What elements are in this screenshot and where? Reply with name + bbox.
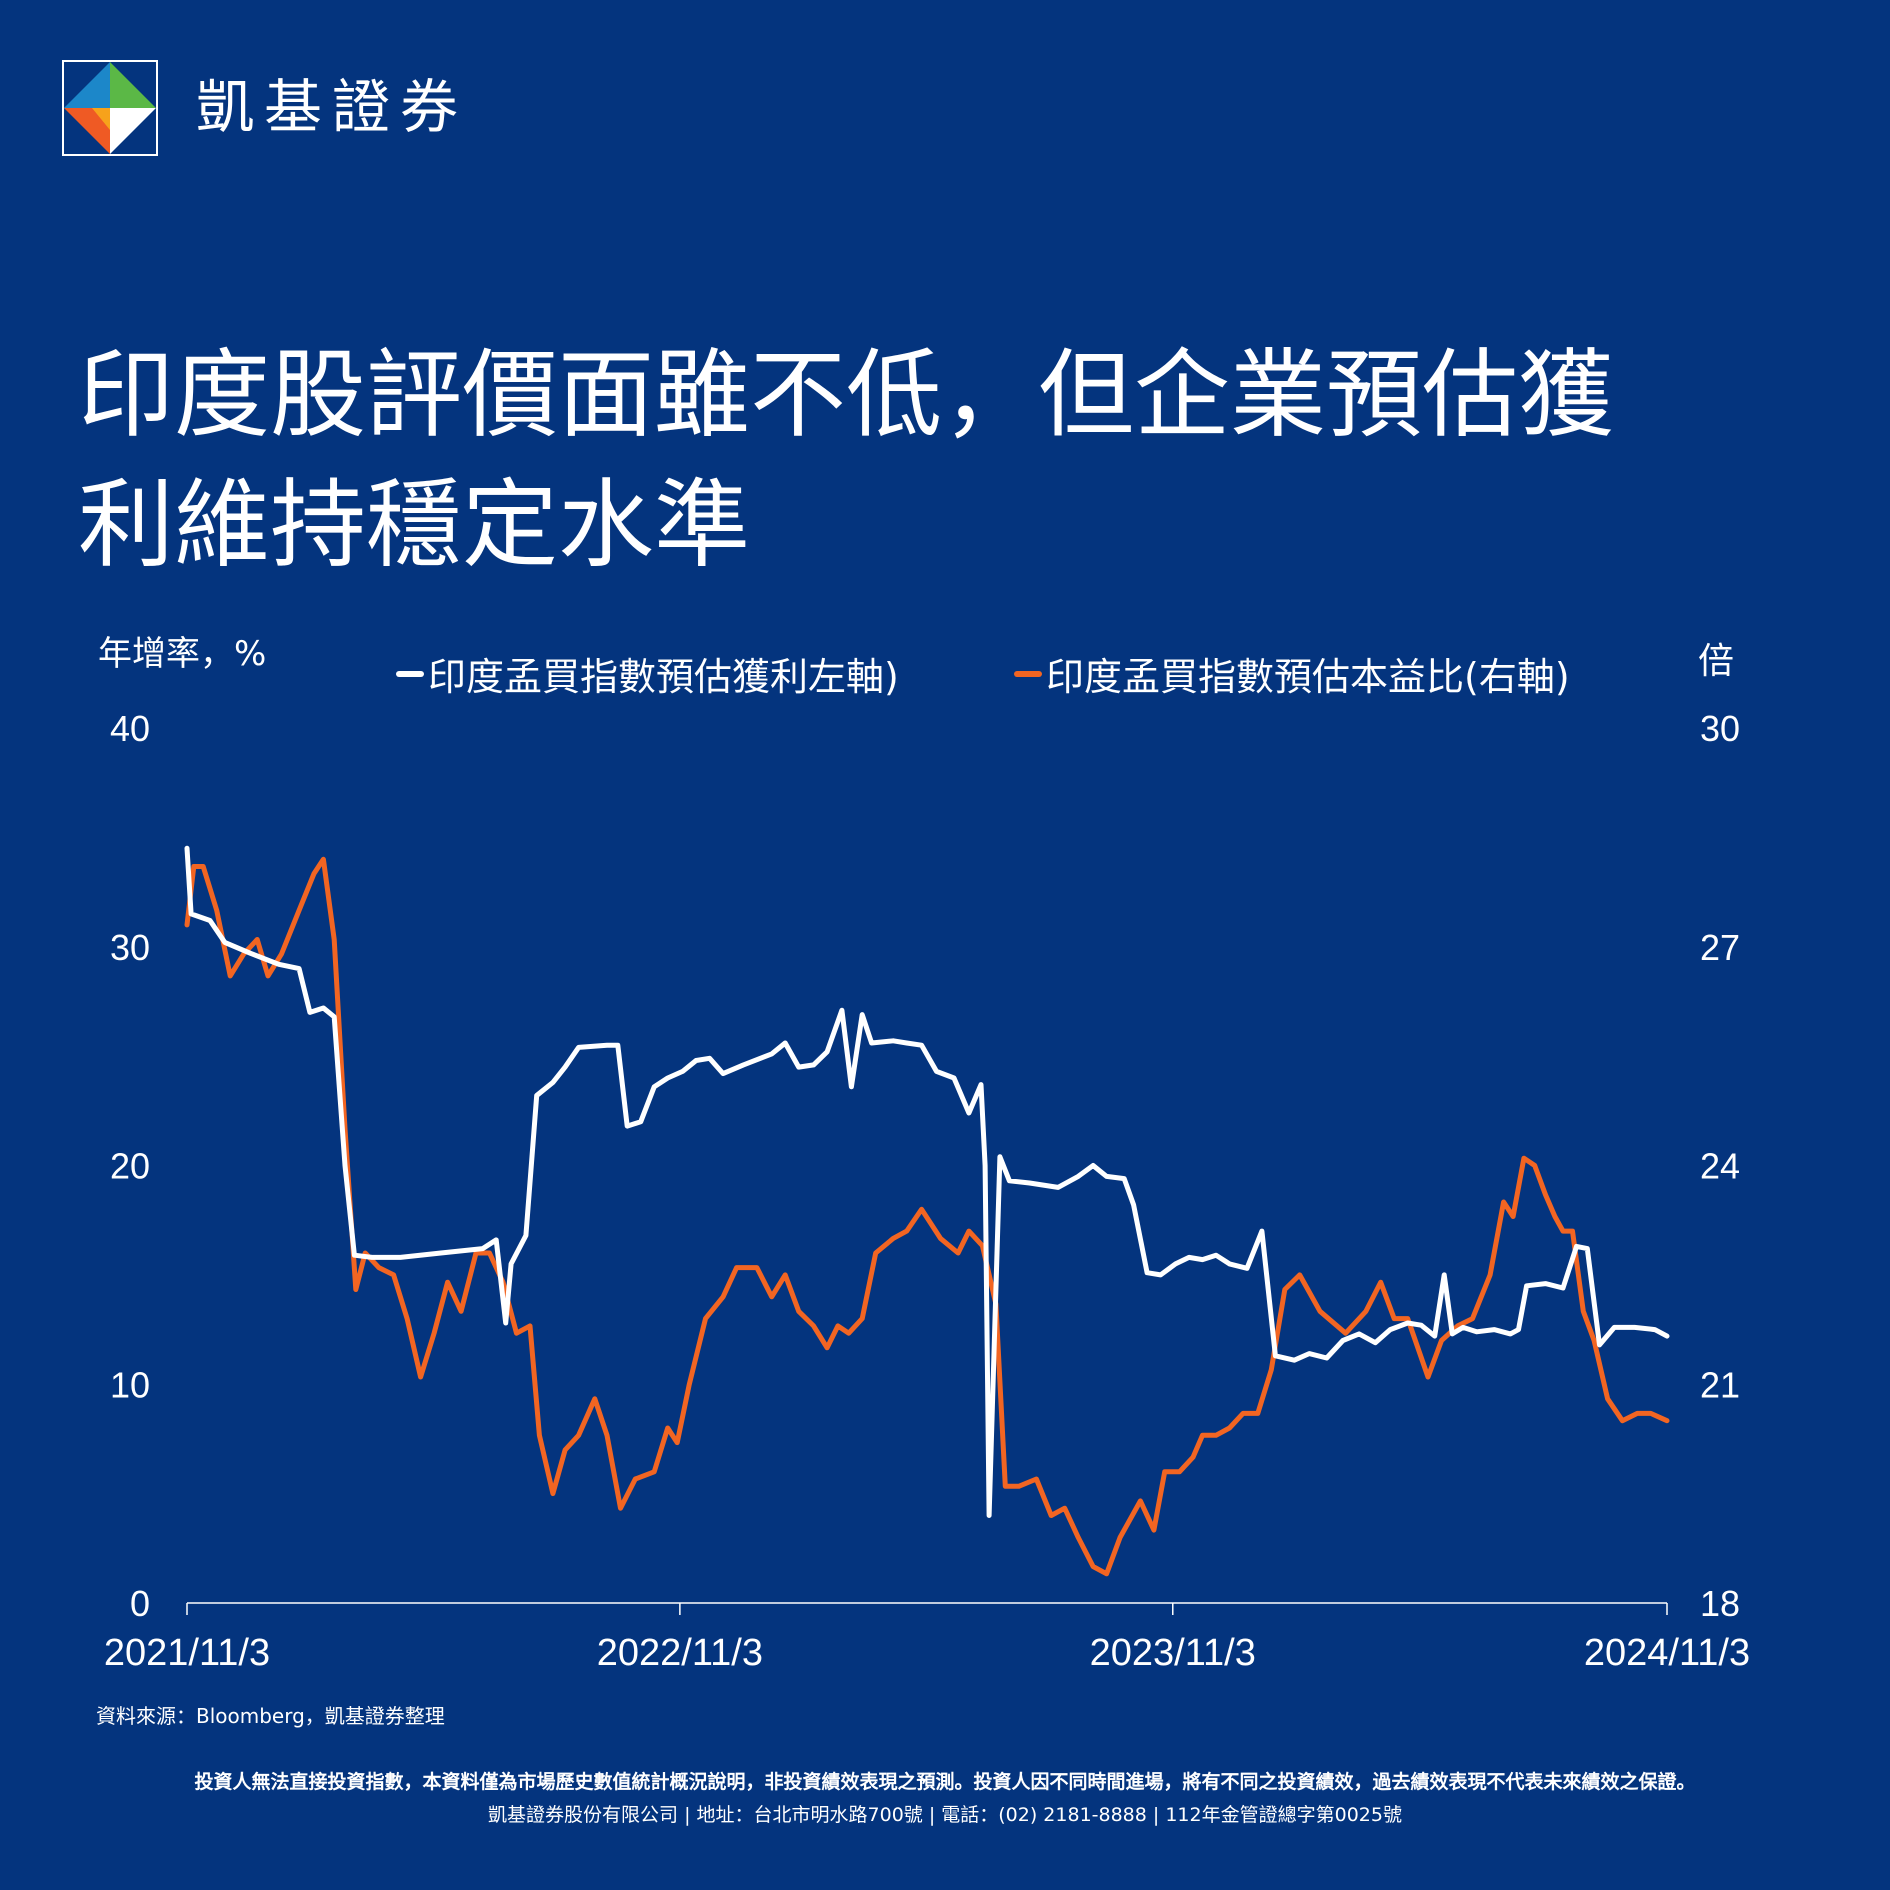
x-tick-label: 2021/11/3 [104, 1632, 270, 1674]
legend-swatch-earnings [396, 670, 424, 677]
x-tick-label: 2022/11/3 [597, 1632, 763, 1674]
series-line-pe [184, 856, 1670, 1577]
brand-name: 凱基證券 [196, 73, 469, 141]
y-left-tick-label: 20 [110, 1146, 150, 1187]
y-right-tick-label: 21 [1700, 1364, 1740, 1405]
y-left-tick-label: 10 [110, 1364, 150, 1405]
series-line-earnings [184, 845, 1670, 1518]
page-title: 印度股評價面雖不低，但企業預估獲 利維持穩定水準 [78, 330, 1838, 590]
y-left-tick-label: 40 [110, 708, 150, 749]
legend-label-pe: 印度孟買指數預估本益比(右軸) [1046, 655, 1570, 699]
source-note: 資料來源：Bloomberg，凱基證券整理 [96, 1704, 445, 1728]
y-left-tick-label: 30 [110, 927, 150, 968]
legend-item-earnings: 印度孟買指數預估獲利左軸) [396, 646, 899, 701]
brand-logo [62, 60, 158, 156]
y-right-tick-label: 27 [1700, 927, 1740, 968]
x-tick-label: 2024/11/3 [1584, 1632, 1750, 1674]
company-info: 凱基證券股份有限公司 | 地址：台北市明水路700號 | 電話：(02) 218… [488, 1804, 1402, 1826]
series-layer [184, 845, 1670, 1577]
legend-item-pe: 印度孟買指數預估本益比(右軸) [1014, 646, 1570, 701]
x-tick-label: 2023/11/3 [1090, 1632, 1256, 1674]
y-left-axis-label: 年增率，% [98, 634, 267, 674]
y-right-tick-label: 30 [1700, 708, 1740, 749]
y-right-tick-label: 24 [1700, 1146, 1740, 1187]
legend-label-earnings: 印度孟買指數預估獲利左軸) [428, 655, 899, 699]
title-line-1: 印度股評價面雖不低，但企業預估獲 [78, 339, 1614, 451]
legend-swatch-pe [1014, 670, 1042, 677]
y-right-tick-label: 18 [1700, 1583, 1740, 1624]
x-ticks: 2021/11/3 2022/11/3 2023/11/3 2024/11/3 [104, 1603, 1750, 1674]
disclaimer: 投資人無法直接投資指數，本資料僅為市場歷史數值統計概況說明，非投資績效表現之預測… [194, 1771, 1696, 1793]
y-right-ticks: 30 27 24 21 18 [1700, 708, 1740, 1624]
title-line-2: 利維持穩定水準 [78, 469, 750, 581]
y-left-ticks: 40 30 20 10 0 [110, 708, 150, 1624]
y-right-axis-label: 倍 [1698, 641, 1735, 682]
y-left-tick-label: 0 [130, 1583, 150, 1624]
